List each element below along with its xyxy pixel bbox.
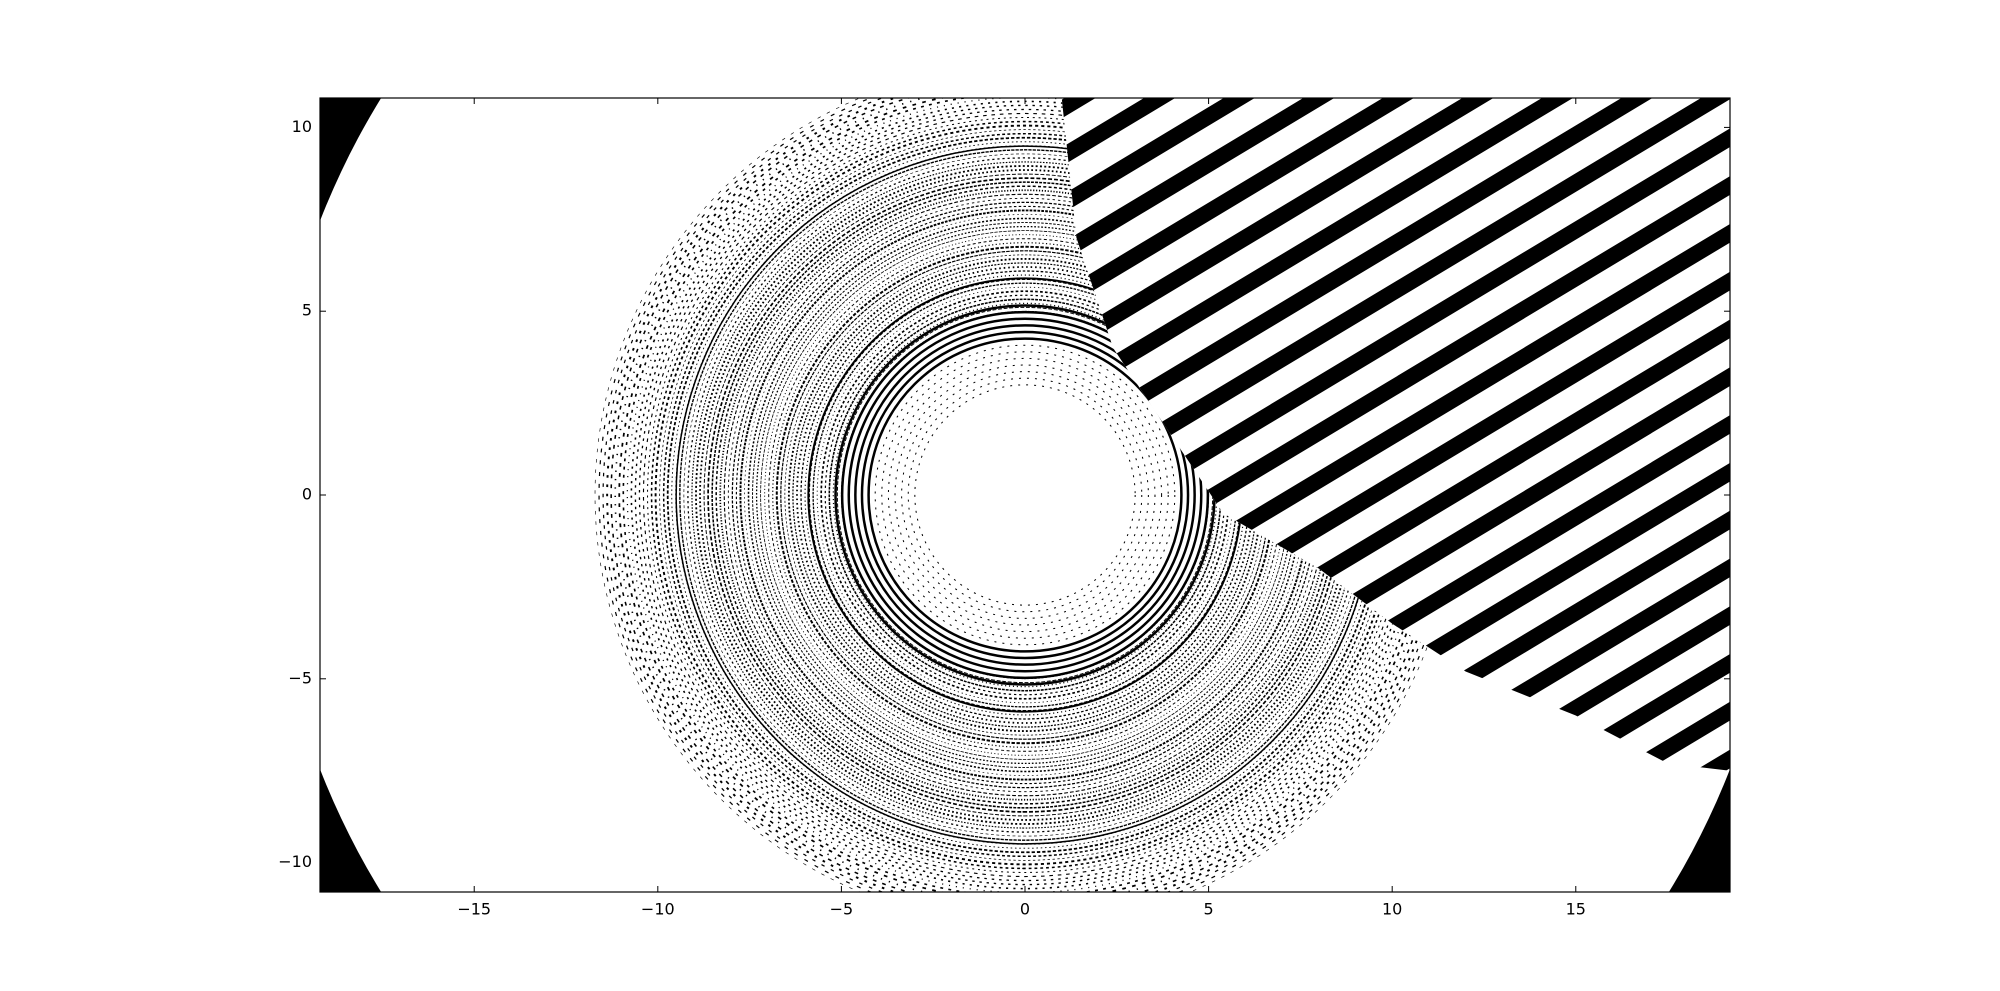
y-tick-label: 5 — [302, 301, 312, 320]
y-tick-label: −10 — [278, 852, 312, 871]
x-tick-label: −15 — [457, 900, 491, 919]
x-tick-label: 10 — [1382, 900, 1402, 919]
x-tick-label: −10 — [641, 900, 675, 919]
x-tick-label: −5 — [830, 900, 854, 919]
x-tick-label: 5 — [1204, 900, 1214, 919]
image-area — [269, 0, 1782, 991]
x-tick-label: 0 — [1020, 900, 1030, 919]
y-tick-label: −5 — [288, 668, 312, 687]
y-tick-label: 0 — [302, 485, 312, 504]
y-tick-label: 10 — [292, 117, 312, 136]
x-tick-label: 15 — [1566, 900, 1586, 919]
